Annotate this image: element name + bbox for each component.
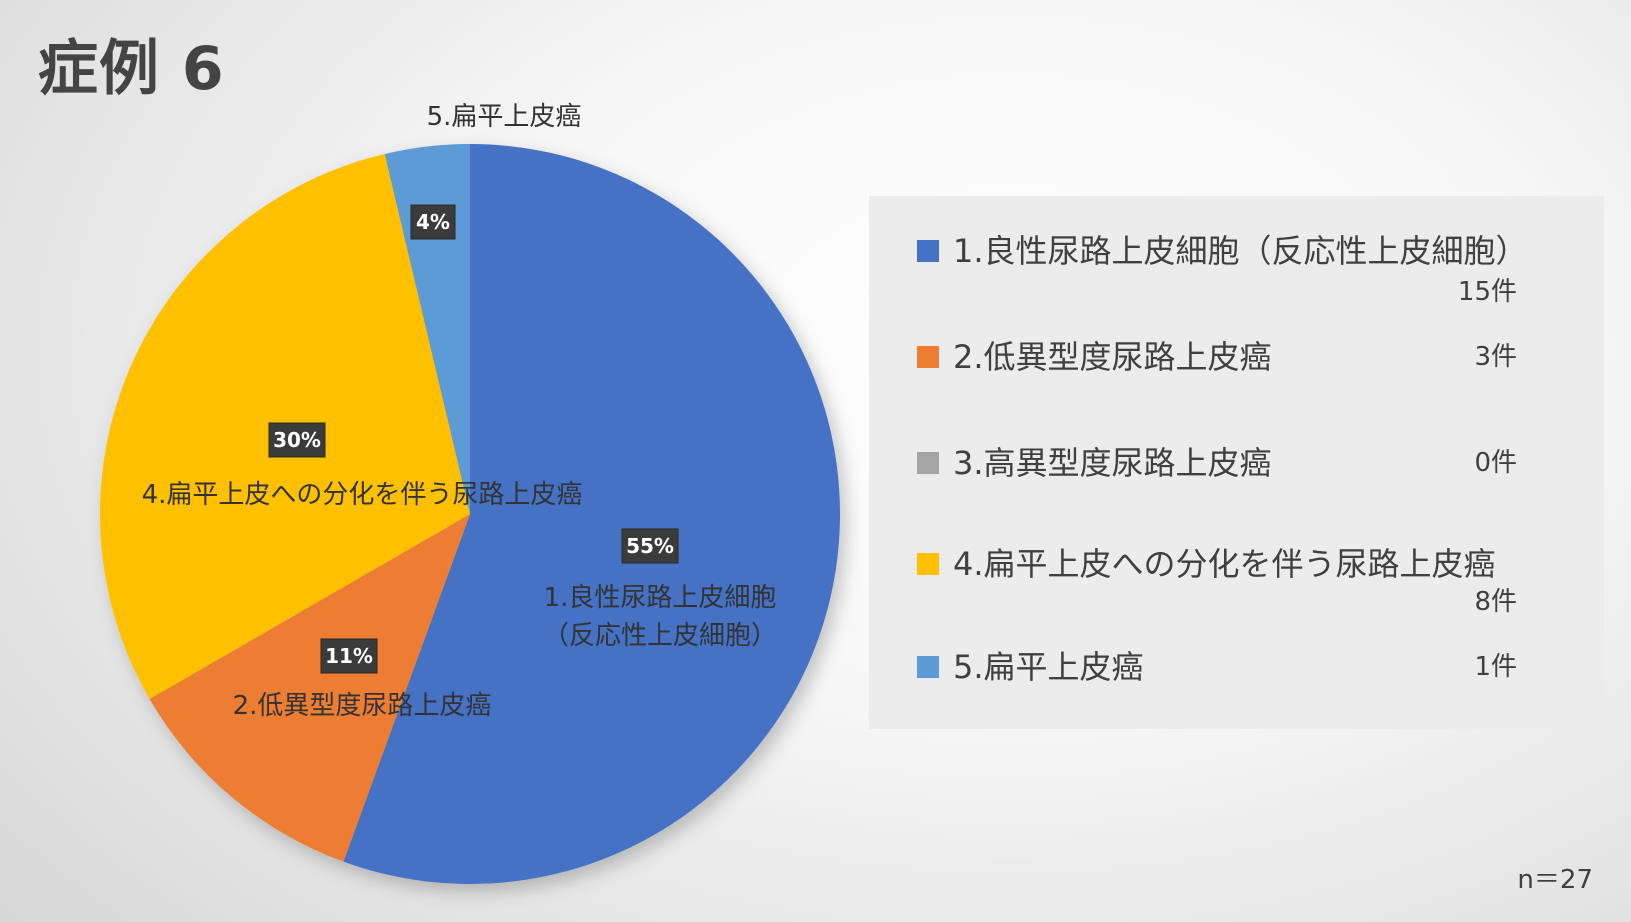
percent-text-1: 55% [626,534,674,558]
legend-count-5: 1件 [1474,652,1517,682]
legend-count-3: 0件 [1474,448,1517,478]
category-label-2: 2.低異型度尿路上皮癌 [233,691,492,721]
category-label-5: 5.扁平上皮癌 [427,102,582,132]
data-label-5: 4% [410,204,456,240]
legend-count-4: 8件 [1474,587,1517,617]
legend-label-5: 5.扁平上皮癌 [953,648,1144,686]
data-label-2: 11% [320,638,378,674]
data-label-1: 55% [621,528,679,564]
legend-item-1: 1.良性尿路上皮細胞（反応性上皮細胞） 15件 [917,196,1557,307]
legend-label-4: 4.扁平上皮への分化を伴う尿路上皮癌 [953,545,1496,583]
pie-slice-2 [149,514,470,862]
legend-swatch-5 [917,656,939,678]
pie-slice-1 [343,144,840,884]
pie-chart: 1.良性尿路上皮細胞（反応性上皮細胞） 2.低異型度尿路上皮癌 4.扁平上皮への分化… [100,102,840,884]
legend-item-2: 2.低異型度尿路上皮癌 3件 [917,302,1557,392]
sample-size-label: n＝27 [1517,865,1593,895]
legend-label-3: 3.高異型度尿路上皮癌 [953,444,1272,482]
legend-count-2: 3件 [1474,342,1517,372]
legend-item-5: 5.扁平上皮癌 1件 [917,612,1557,702]
legend-swatch-1 [917,240,939,262]
legend-label-2: 2.低異型度尿路上皮癌 [953,338,1272,376]
legend-swatch-3 [917,452,939,474]
legend-item-3: 3.高異型度尿路上皮癌 0件 [917,408,1557,498]
percent-text-5: 4% [416,210,450,234]
legend-swatch-4 [917,553,939,575]
data-label-4: 30% [268,422,326,458]
legend-label-1: 1.良性尿路上皮細胞（反応性上皮細胞） [953,232,1528,270]
legend-count-1: 15件 [1457,277,1517,307]
slide-title: 症例 6 [38,34,225,104]
legend: 1.良性尿路上皮細胞（反応性上皮細胞） 15件 2.低異型度尿路上皮癌 3件 3… [869,196,1604,729]
percent-text-4: 30% [273,428,321,452]
category-label-4: 4.扁平上皮への分化を伴う尿路上皮癌 [142,480,583,510]
legend-swatch-2 [917,346,939,368]
percent-text-2: 11% [325,644,373,668]
category-label-1: 1.良性尿路上皮細胞（反応性上皮細胞） [543,583,777,651]
legend-item-4: 4.扁平上皮への分化を伴う尿路上皮癌 8件 [917,509,1557,617]
